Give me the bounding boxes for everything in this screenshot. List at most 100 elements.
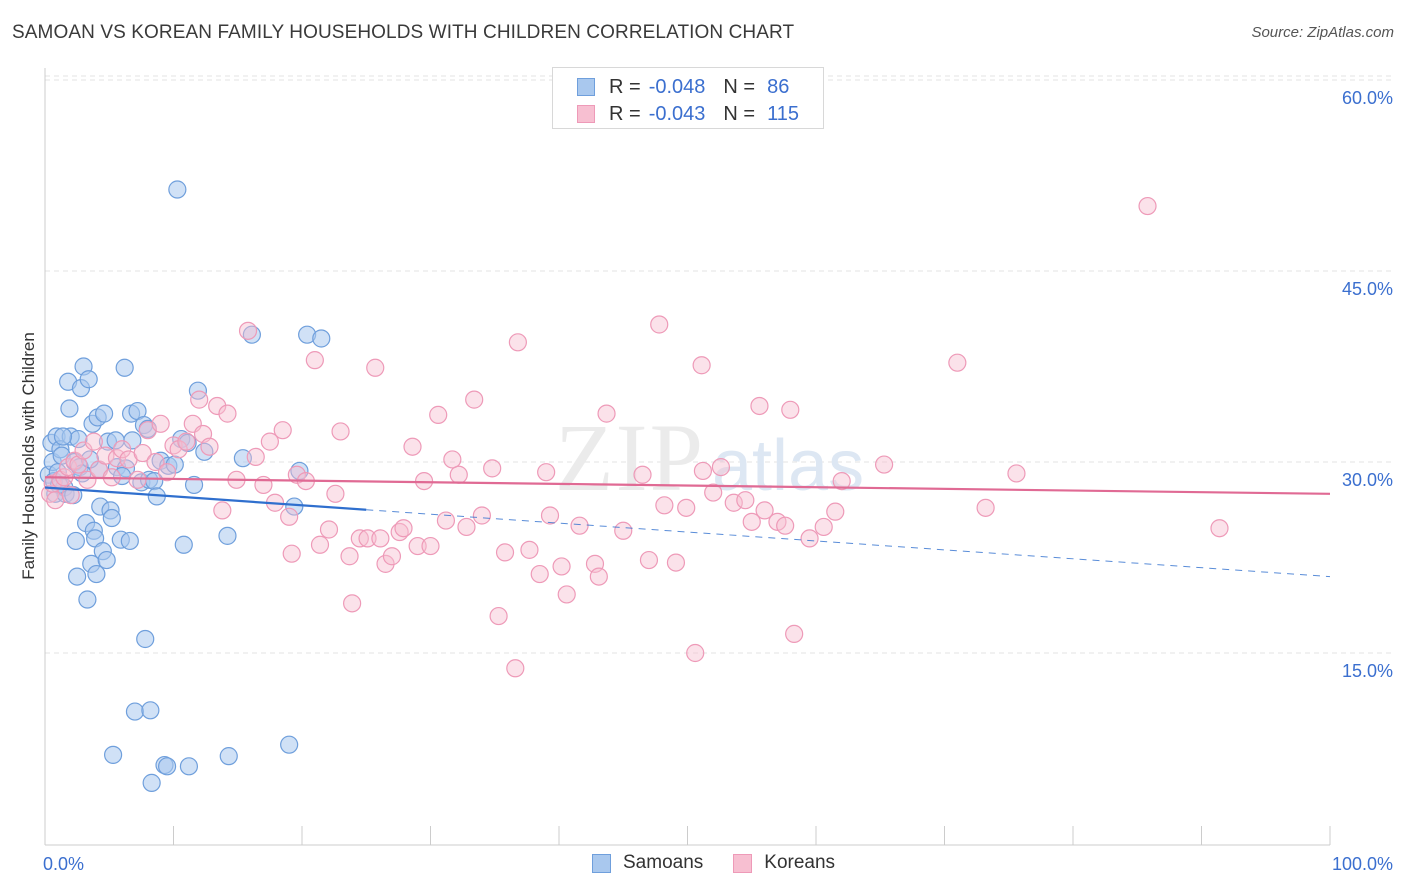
koreans-point xyxy=(781,400,800,419)
koreans-point xyxy=(282,544,301,563)
samoans-point xyxy=(157,757,177,776)
samoans-point xyxy=(53,427,73,446)
watermark-zip: ZIP xyxy=(555,404,705,511)
samoans-point xyxy=(78,590,97,609)
koreans-point xyxy=(403,437,422,456)
koreans-point xyxy=(46,491,65,510)
koreans-trend-line xyxy=(44,476,1331,495)
koreans-point xyxy=(508,333,527,352)
legend-item-samoans[interactable]: Samoans xyxy=(592,852,703,874)
koreans-point xyxy=(305,351,324,370)
samoans-point xyxy=(87,564,106,584)
koreans-point xyxy=(366,358,385,377)
koreans-point xyxy=(650,315,669,334)
samoans-point xyxy=(312,329,331,348)
koreans-point xyxy=(457,517,476,537)
samoans-point xyxy=(178,433,197,452)
koreans-point xyxy=(358,529,377,548)
koreans-point xyxy=(639,550,659,570)
samoans-trend-line xyxy=(44,486,367,511)
koreans-point xyxy=(107,449,127,468)
koreans-point xyxy=(177,432,196,451)
koreans-point xyxy=(711,457,731,477)
koreans-point xyxy=(260,432,279,451)
koreans-point xyxy=(693,461,713,481)
koreans-point xyxy=(246,447,265,467)
koreans-swatch xyxy=(577,105,595,123)
koreans-point xyxy=(800,529,819,548)
koreans-point xyxy=(755,501,774,520)
koreans-point xyxy=(785,624,804,644)
koreans-legend-label: Koreans xyxy=(764,852,836,873)
koreans-point xyxy=(686,643,705,663)
koreans-point xyxy=(133,443,152,463)
koreans-point xyxy=(724,493,743,512)
y-tick-label: 60.0% xyxy=(1342,88,1393,108)
koreans-point xyxy=(1210,519,1229,538)
koreans-point xyxy=(61,486,80,505)
samoans-legend-label: Samoans xyxy=(623,852,704,873)
samoans-trend-extension xyxy=(366,509,1331,578)
samoans-point xyxy=(95,404,114,423)
koreans-point xyxy=(742,512,761,531)
koreans-point xyxy=(948,353,967,372)
koreans-point xyxy=(280,507,299,526)
koreans-point xyxy=(319,520,339,539)
koreans-point xyxy=(84,432,103,451)
koreans-r-value: -0.043 xyxy=(648,102,706,125)
y-tick-label: 15.0% xyxy=(1342,661,1393,681)
legend-r-label: R = xyxy=(609,75,641,98)
koreans-point xyxy=(436,511,456,530)
koreans-point xyxy=(677,498,696,517)
legend-item-koreans[interactable]: Koreans xyxy=(733,852,835,874)
koreans-point xyxy=(190,390,209,409)
koreans-point xyxy=(326,484,345,503)
axes xyxy=(44,68,1331,846)
koreans-point xyxy=(633,465,652,484)
series-legend: Samoans Koreans xyxy=(592,852,865,874)
samoans-point xyxy=(142,773,161,792)
koreans-n-value: 115 xyxy=(767,102,799,125)
koreans-point xyxy=(537,463,556,482)
koreans-point xyxy=(421,536,440,556)
samoans-point xyxy=(66,531,85,551)
koreans-point xyxy=(169,440,188,459)
koreans-point xyxy=(552,557,571,576)
koreans-point xyxy=(340,547,359,566)
koreans-point xyxy=(776,516,795,535)
koreans-point xyxy=(495,543,515,562)
samoans-point xyxy=(97,550,116,570)
stats-legend: R = -0.048 N = 86 R = -0.043 N = 115 xyxy=(552,67,824,129)
koreans-point xyxy=(449,465,468,484)
koreans-point xyxy=(310,535,330,554)
koreans-point xyxy=(483,459,502,478)
koreans-point xyxy=(832,472,851,491)
samoans-point xyxy=(168,180,187,199)
samoans-point xyxy=(233,449,252,468)
koreans-point xyxy=(331,422,350,441)
koreans-point xyxy=(530,564,549,584)
koreans-point xyxy=(350,529,369,548)
koreans-point xyxy=(151,414,170,433)
samoans-point xyxy=(285,497,304,516)
koreans-point xyxy=(655,496,674,515)
samoans-point xyxy=(125,702,145,721)
koreans-point xyxy=(736,491,755,510)
samoans-point xyxy=(102,508,121,528)
axis-labels: 15.0% 30.0% 45.0% 60.0% 0.0% 100.0% xyxy=(43,88,1393,874)
koreans-point xyxy=(273,421,292,440)
trend-lines xyxy=(44,476,1331,578)
koreans-point xyxy=(112,440,132,459)
koreans-point xyxy=(465,390,484,409)
legend-row-koreans: R = -0.043 N = 115 xyxy=(577,101,799,127)
koreans-point xyxy=(1007,464,1026,483)
x-tick-label: 0.0% xyxy=(43,854,84,874)
koreans-point xyxy=(540,506,560,525)
koreans-point xyxy=(976,498,995,517)
y-tick-label: 45.0% xyxy=(1342,279,1393,299)
koreans-point xyxy=(208,396,227,416)
koreans-point xyxy=(614,521,633,540)
samoans-swatch xyxy=(577,78,595,96)
legend-row-samoans: R = -0.048 N = 86 xyxy=(577,74,789,100)
koreans-point xyxy=(218,404,237,423)
